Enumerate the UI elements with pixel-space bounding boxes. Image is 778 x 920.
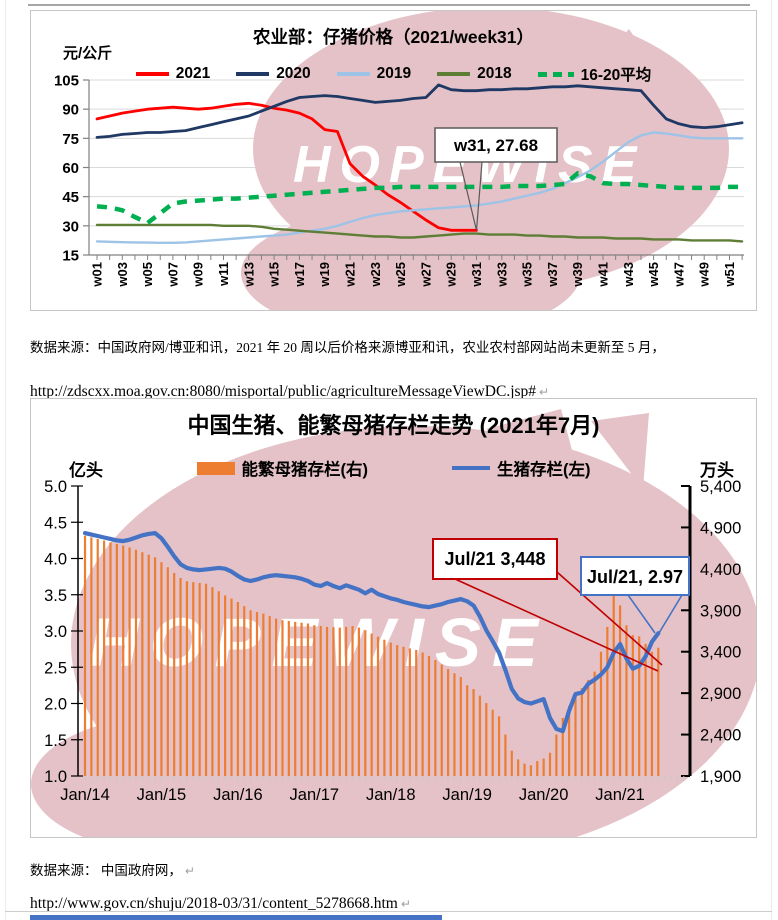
svg-text:5,400: 5,400	[700, 478, 741, 496]
legend-item-2020: 2020	[236, 65, 311, 83]
page-right-border	[771, 0, 772, 920]
svg-text:w43: w43	[621, 262, 636, 288]
source-url-1: http://zdscxx.moa.gov.cn:8080/misportal/…	[30, 382, 550, 400]
svg-text:w29: w29	[444, 262, 459, 288]
svg-text:Jan/20: Jan/20	[519, 786, 569, 804]
svg-text:Jan/17: Jan/17	[290, 786, 340, 804]
paragraph-mark: ↵	[539, 384, 550, 399]
hog-inventory-chart[interactable]: HOPEWISE 5.0 4.5 4.0 3.5 3.0 2.5 2.0 1.5 1.0 5,400…	[30, 398, 757, 838]
svg-text:4,400: 4,400	[700, 561, 741, 579]
bar-swatch	[196, 461, 235, 475]
svg-text:Jan/16: Jan/16	[213, 786, 263, 804]
svg-text:3,900: 3,900	[700, 602, 741, 620]
svg-text:w11: w11	[216, 262, 231, 287]
svg-text:w15: w15	[267, 262, 282, 288]
svg-text:4.0: 4.0	[44, 551, 67, 569]
paragraph-mark: ↵	[400, 896, 411, 911]
svg-text:Jan/19: Jan/19	[442, 786, 492, 804]
svg-text:w41: w41	[596, 262, 611, 288]
chart1-legend: 2021 2020 2019 2018 16-20平均	[31, 63, 756, 85]
piglet-price-chart[interactable]: HOPEWISE 105 90 75 60 45 30 15 w01 w03 w05 w07 w09 w1…	[30, 10, 757, 311]
svg-text:w49: w49	[697, 262, 712, 288]
chart2-left-unit-label: 亿头	[69, 461, 103, 480]
chart2-legend: 能繁母猪存栏(右) 生猪存栏(左)	[31, 456, 756, 480]
bottom-rule	[5, 911, 772, 912]
svg-text:3,400: 3,400	[700, 644, 741, 662]
svg-text:w51: w51	[722, 262, 737, 288]
svg-text:Jan/21: Jan/21	[595, 786, 645, 804]
next-element-top-border	[30, 915, 442, 920]
svg-text:30: 30	[62, 218, 79, 235]
chart1-title: 农业部：仔猪价格（2021/week31）	[252, 27, 535, 47]
svg-text:Jul/21, 2.97: Jul/21, 2.97	[587, 567, 683, 587]
svg-text:2,900: 2,900	[700, 685, 741, 703]
svg-text:w17: w17	[292, 262, 307, 288]
svg-text:w23: w23	[368, 262, 383, 288]
svg-text:w01: w01	[90, 262, 105, 288]
legend-item-2018: 2018	[437, 65, 512, 83]
svg-text:105: 105	[54, 73, 79, 90]
source-note-2: 数据来源： 中国政府网， ↵	[30, 862, 195, 878]
paragraph-mark: ↵	[184, 863, 195, 878]
svg-text:w35: w35	[520, 262, 535, 288]
dashed-line-swatch	[537, 71, 574, 77]
svg-text:1,900: 1,900	[700, 768, 741, 786]
svg-text:1.5: 1.5	[44, 732, 67, 750]
svg-text:Jan/18: Jan/18	[366, 786, 416, 804]
svg-text:w33: w33	[494, 262, 509, 288]
svg-text:w25: w25	[393, 262, 408, 288]
svg-text:2,400: 2,400	[700, 727, 741, 745]
line-swatch-2020	[236, 72, 270, 76]
svg-text:w13: w13	[241, 262, 256, 288]
source-note-1: 数据来源：中国政府网/博亚和讯，2021 年 20 周以后价格来源博亚和讯，农业…	[30, 339, 665, 355]
legend-item-2021: 2021	[135, 65, 210, 83]
top-rule	[28, 4, 750, 6]
legend-item-hog-line: 生猪存栏(左)	[452, 456, 591, 480]
line-swatch-2021	[135, 72, 169, 76]
svg-text:45: 45	[62, 189, 79, 206]
source-url-2: http://www.gov.cn/shuju/2018-03/31/conte…	[30, 894, 411, 912]
chart2-canvas: HOPEWISE5.04.54.03.53.02.52.01.51.05,400…	[31, 409, 756, 837]
svg-text:Jan/14: Jan/14	[60, 786, 110, 804]
svg-text:2.0: 2.0	[44, 696, 67, 714]
svg-text:w27: w27	[418, 262, 433, 288]
svg-text:15: 15	[62, 248, 79, 265]
svg-text:w21: w21	[343, 262, 358, 288]
page-left-border	[5, 0, 6, 920]
svg-text:2.5: 2.5	[44, 659, 67, 677]
svg-text:w31, 27.68: w31, 27.68	[453, 136, 538, 155]
svg-text:4.5: 4.5	[44, 514, 67, 532]
svg-text:3.0: 3.0	[44, 623, 67, 641]
svg-text:1.0: 1.0	[44, 768, 67, 786]
svg-text:w09: w09	[191, 262, 206, 288]
svg-text:w19: w19	[317, 262, 332, 288]
svg-text:Jul/21 3,448: Jul/21 3,448	[444, 549, 545, 569]
svg-text:w07: w07	[165, 262, 180, 288]
legend-item-16-20-avg: 16-20平均	[537, 63, 651, 85]
svg-text:4,900: 4,900	[700, 519, 741, 537]
chart1-y-unit-label: 元/公斤	[63, 45, 113, 62]
legend-item-2019: 2019	[336, 65, 411, 83]
legend-item-sow-bars: 能繁母猪存栏(右)	[196, 456, 368, 480]
svg-text:60: 60	[62, 160, 79, 177]
line-swatch-2018	[437, 72, 471, 76]
chart2-right-unit-label: 万头	[700, 461, 734, 480]
svg-text:w03: w03	[115, 262, 130, 288]
svg-text:Jan/15: Jan/15	[137, 786, 187, 804]
svg-text:3.5: 3.5	[44, 587, 67, 605]
line-swatch-2019	[336, 72, 370, 76]
svg-text:w39: w39	[570, 262, 585, 288]
svg-text:w47: w47	[671, 262, 686, 288]
svg-text:5.0: 5.0	[44, 478, 67, 496]
chart2-title: 中国生猪、能繁母猪存栏走势 (2021年7月)	[187, 413, 600, 438]
svg-text:w45: w45	[646, 262, 661, 288]
svg-text:w37: w37	[545, 262, 560, 288]
svg-text:75: 75	[62, 131, 79, 148]
svg-text:90: 90	[62, 102, 79, 119]
line-swatch-hog	[452, 465, 490, 471]
svg-text:w05: w05	[140, 262, 155, 288]
svg-text:w31: w31	[469, 262, 484, 288]
